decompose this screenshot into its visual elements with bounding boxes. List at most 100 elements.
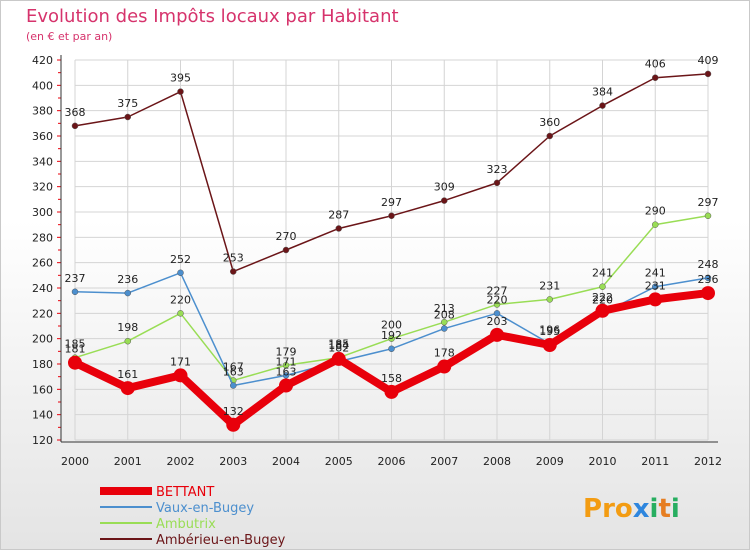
data-label-vaux-en-bugey: 237: [65, 272, 86, 285]
axes: 1201401601802002202402602803003203403603…: [32, 54, 722, 468]
data-label-ambutrix: 198: [117, 321, 138, 334]
data-point-vaux-en-bugey: [71, 288, 79, 296]
data-label-ambutrix: 179: [276, 345, 297, 358]
x-tick-label: 2000: [61, 455, 89, 468]
logo-letter: x: [633, 494, 650, 524]
y-tick-label: 180: [32, 358, 53, 371]
data-point-bettant: [68, 355, 82, 370]
data-point-vaux-en-bugey: [230, 382, 237, 389]
logo-letter: i: [671, 494, 680, 524]
legend-item-amberieu: Ambérieu-en-Bugey: [100, 533, 286, 548]
data-label-vaux-en-bugey: 241: [645, 267, 666, 280]
data-label-amb-rieu-en-bugey: 409: [698, 54, 719, 67]
data-label-vaux-en-bugey: 220: [592, 293, 613, 306]
data-point-amb-rieu-en-bugey: [230, 268, 237, 275]
x-tick-label: 2006: [378, 455, 406, 468]
x-tick-label: 2007: [430, 455, 458, 468]
data-point-ambutrix: [388, 335, 395, 342]
y-tick-label: 260: [32, 257, 53, 270]
proxiti-logo: Proxiti: [583, 494, 680, 524]
data-label-amb-rieu-en-bugey: 323: [487, 163, 508, 176]
data-point-amb-rieu-en-bugey: [388, 212, 395, 220]
legend: BETTANT Vaux-en-Bugey Ambutrix Ambérieu-…: [100, 485, 286, 548]
data-label-vaux-en-bugey: 236: [117, 273, 138, 286]
legend-label-vaux: Vaux-en-Bugey: [156, 501, 254, 516]
data-label-vaux-en-bugey: 252: [170, 253, 191, 266]
data-point-vaux-en-bugey: [652, 283, 659, 290]
data-point-ambutrix: [124, 337, 131, 345]
data-point-amb-rieu-en-bugey: [441, 197, 448, 204]
y-tick-label: 140: [32, 409, 53, 422]
y-tick-label: 360: [32, 130, 53, 143]
y-tick-label: 220: [32, 307, 53, 320]
data-point-vaux-en-bugey: [124, 289, 131, 297]
y-tick-label: 420: [32, 54, 53, 67]
data-label-bettant: 132: [223, 405, 244, 418]
data-point-bettant: [384, 384, 399, 399]
legend-item-vaux: Vaux-en-Bugey: [100, 501, 254, 516]
data-label-ambutrix: 227: [487, 284, 508, 297]
data-point-bettant: [226, 417, 241, 432]
y-tick-label: 300: [32, 206, 53, 219]
x-tick-label: 2009: [536, 455, 564, 468]
y-tick-label: 200: [32, 333, 53, 346]
y-tick-label: 400: [32, 79, 53, 92]
data-point-amb-rieu-en-bugey: [599, 102, 606, 109]
data-label-bettant: 222: [592, 291, 613, 304]
data-label-ambutrix: 185: [65, 338, 86, 351]
data-point-amb-rieu-en-bugey: [335, 225, 342, 232]
data-label-bettant: 231: [645, 279, 666, 292]
data-label-amb-rieu-en-bugey: 360: [539, 116, 560, 129]
data-point-bettant: [437, 359, 452, 374]
data-point-vaux-en-bugey: [704, 274, 712, 282]
data-label-amb-rieu-en-bugey: 297: [381, 196, 402, 209]
data-label-vaux-en-bugey: 163: [223, 366, 244, 379]
data-label-vaux-en-bugey: 220: [487, 293, 508, 306]
data-label-bettant: 178: [434, 347, 455, 360]
data-label-ambutrix: 290: [645, 205, 666, 218]
data-point-ambutrix: [282, 362, 290, 369]
data-point-ambutrix: [546, 296, 553, 303]
y-tick-label: 120: [32, 434, 53, 447]
data-point-bettant: [331, 351, 346, 366]
data-point-bettant: [701, 286, 715, 301]
data-label-bettant: 184: [328, 339, 349, 352]
data-point-vaux-en-bugey: [388, 345, 395, 353]
y-tick-label: 280: [32, 231, 53, 244]
data-label-bettant: 158: [381, 372, 402, 385]
chart-title: Evolution des Impôts locaux par Habitant: [26, 6, 399, 27]
x-tick-label: 2012: [694, 455, 722, 468]
data-label-bettant: 181: [65, 343, 86, 356]
data-label-amb-rieu-en-bugey: 384: [592, 86, 613, 99]
data-label-bettant: 163: [276, 366, 297, 379]
data-label-ambutrix: 167: [223, 360, 244, 373]
data-point-ambutrix: [652, 221, 659, 228]
logo-letter: o: [615, 494, 633, 524]
data-point-amb-rieu-en-bugey: [71, 122, 79, 130]
data-point-amb-rieu-en-bugey: [177, 88, 184, 95]
legend-item-ambutrix: Ambutrix: [100, 517, 216, 532]
logo-letter: P: [583, 494, 602, 524]
data-point-vaux-en-bugey: [441, 325, 448, 332]
data-point-bettant: [173, 368, 188, 383]
data-label-ambutrix: 200: [381, 319, 402, 332]
data-point-bettant: [542, 338, 557, 352]
legend-label-amberieu: Ambérieu-en-Bugey: [156, 533, 286, 548]
logo-letter: t: [658, 494, 670, 524]
data-point-amb-rieu-en-bugey: [704, 70, 712, 78]
data-label-amb-rieu-en-bugey: 309: [434, 181, 455, 194]
data-point-amb-rieu-en-bugey: [652, 74, 659, 81]
data-point-ambutrix: [441, 318, 448, 326]
data-label-amb-rieu-en-bugey: 287: [328, 208, 349, 221]
data-point-ambutrix: [177, 310, 184, 317]
data-point-vaux-en-bugey: [177, 269, 184, 277]
x-tick-label: 2004: [272, 455, 300, 468]
x-tick-label: 2011: [641, 455, 669, 468]
data-label-amb-rieu-en-bugey: 368: [65, 106, 86, 119]
y-tick-label: 160: [32, 383, 53, 396]
data-point-ambutrix: [493, 301, 501, 308]
legend-label-bettant: BETTANT: [156, 485, 214, 500]
data-point-amb-rieu-en-bugey: [124, 113, 131, 121]
data-point-amb-rieu-en-bugey: [282, 246, 290, 254]
